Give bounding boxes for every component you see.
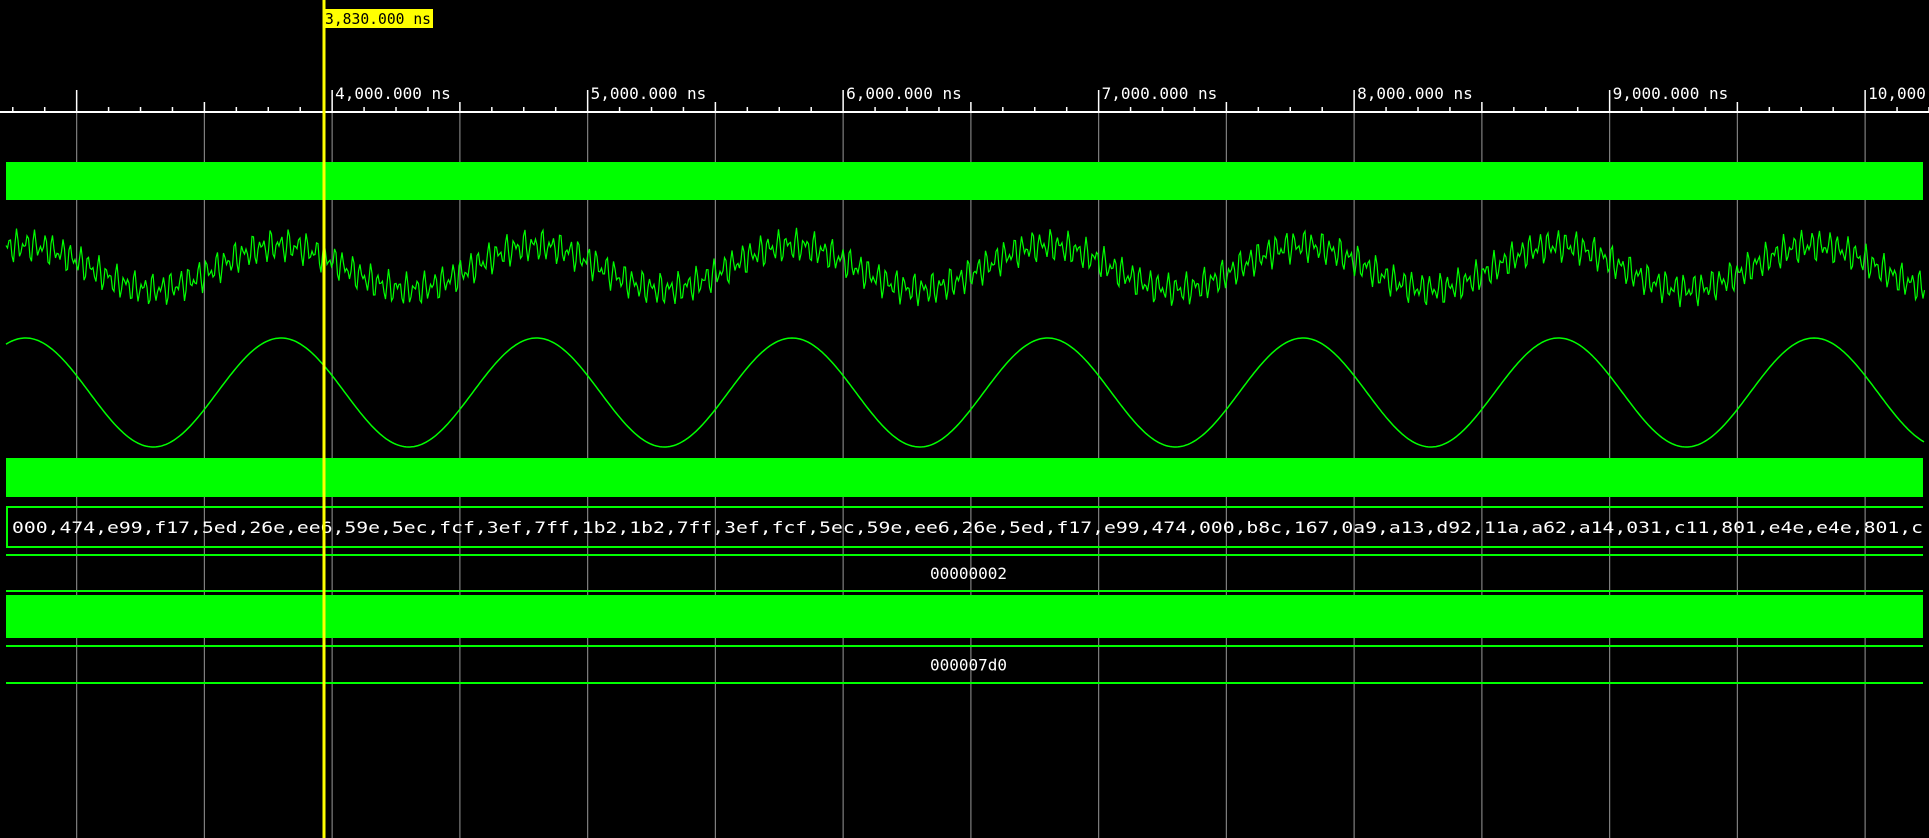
cursor-label-background <box>323 9 433 28</box>
ruler-tick-label: 5,000.000 ns <box>591 84 707 103</box>
time-ruler: 4,000.000 ns 5,000.000 ns 6,000.000 ns 7,00… <box>0 84 1929 113</box>
bus-value[interactable]: 000,474,e99,f17,5ed,26e,ee6,59e,5ec,fcf,… <box>12 518 1923 537</box>
ruler-tick-label: 7,000.000 ns <box>1102 84 1218 103</box>
signal-tracks: 000,474,e99,f17,5ed,26e,ee6,59e,5ec,fcf,… <box>5 162 1926 684</box>
signal-dense-bar[interactable] <box>6 458 1923 497</box>
ruler-tick-label: 4,000.000 ns <box>335 84 451 103</box>
bus-value[interactable]: 00000002 <box>930 564 1007 583</box>
ruler-tick-label: 10,000.000 ns <box>1868 84 1929 103</box>
time-cursor: 3,830.000 ns <box>322 0 433 838</box>
bus-value[interactable]: 000007d0 <box>930 656 1007 675</box>
signal-dense-bar[interactable] <box>6 162 1923 200</box>
ruler-tick-label: 6,000.000 ns <box>846 84 962 103</box>
signal-noisy-wave[interactable] <box>5 227 1926 308</box>
ruler-tick-label: 8,000.000 ns <box>1357 84 1473 103</box>
ruler-tick-label: 9,000.000 ns <box>1613 84 1729 103</box>
signal-sine-wave[interactable] <box>5 337 1925 448</box>
cursor-time-label: 3,830.000 ns <box>325 10 431 28</box>
signal-dense-bar[interactable] <box>6 595 1923 638</box>
